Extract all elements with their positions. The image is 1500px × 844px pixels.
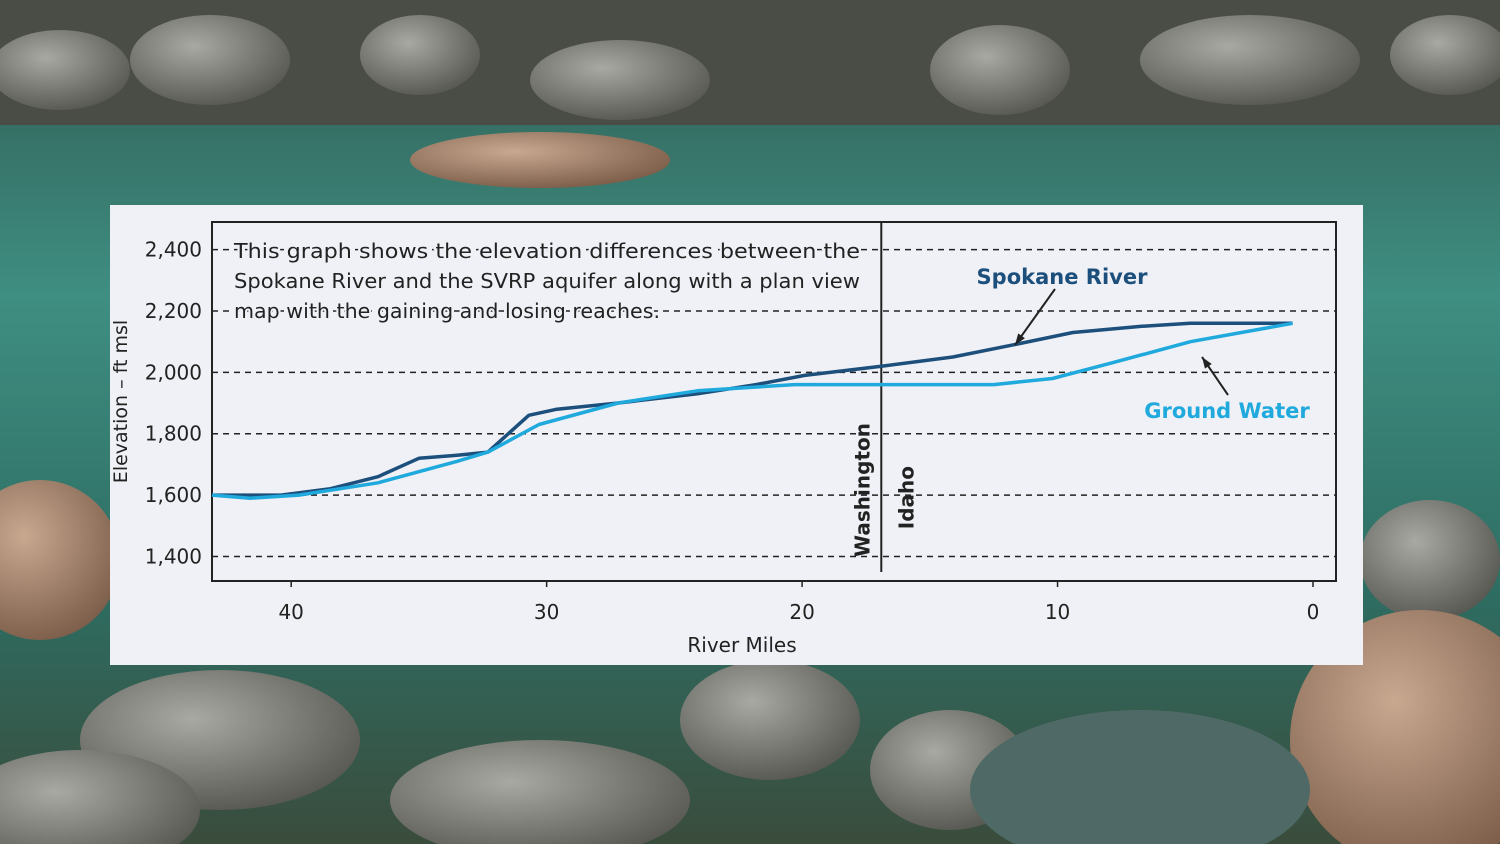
y-tick-label: 2,400	[145, 238, 202, 262]
x-tick-label: 0	[1307, 600, 1320, 624]
note-line: Spokane River and the SVRP aquifer along…	[234, 269, 860, 293]
note: This graph shows the elevation differenc…	[231, 237, 862, 325]
series-label: Ground Water	[1144, 399, 1310, 423]
pointer-head	[1015, 333, 1025, 345]
note-line: map with the gaining and losing reaches.	[234, 299, 660, 323]
x-tick-label: 30	[534, 600, 559, 624]
boundary-right-label: Idaho	[894, 466, 918, 529]
x-tick-label: 10	[1045, 600, 1070, 624]
x-axis-label: River Miles	[687, 633, 796, 657]
x-tick-label: 40	[278, 600, 303, 624]
chart: 1,400 1,600 1,800 2,000 2,200 2,400 40 30 20 10 0 R…	[110, 221, 1337, 657]
y-tick-label: 2,000	[145, 360, 202, 384]
series-line	[211, 321, 1293, 500]
y-tick-label: 1,800	[145, 422, 202, 446]
y-tick-label: 1,400	[145, 544, 202, 568]
y-axis-label: Elevation – ft msl	[110, 320, 132, 483]
y-tick-label: 2,200	[145, 299, 202, 323]
chart-panel	[110, 205, 1363, 665]
plot-frame	[211, 221, 1337, 582]
note-line: This graph shows the elevation differenc…	[233, 239, 860, 263]
y-tick-label: 1,600	[145, 483, 202, 507]
boundary-left-label: Washington	[850, 423, 874, 557]
x-tick-label: 20	[789, 600, 814, 624]
series-pointer	[1014, 288, 1056, 346]
series-label: Spokane River	[977, 265, 1149, 289]
pointer-head	[1202, 357, 1212, 369]
